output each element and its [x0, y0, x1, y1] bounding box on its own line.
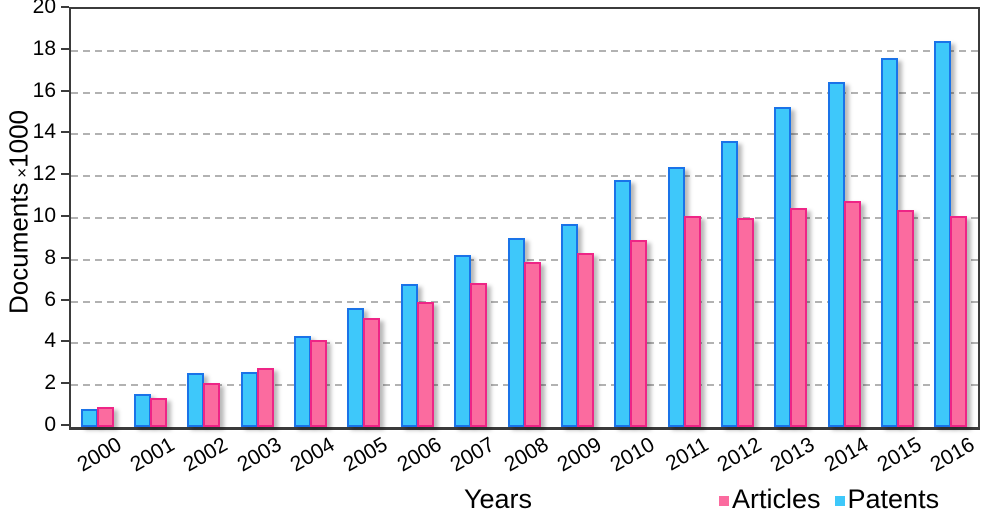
y-tick-14	[61, 131, 69, 134]
bar-articles-2013	[790, 207, 808, 427]
x-tick-label-2012: 2012	[713, 433, 766, 477]
y-tick-label-16: 16	[32, 78, 56, 102]
x-tick-label-2006: 2006	[393, 433, 446, 477]
bar-patents-2007	[454, 254, 472, 427]
x-tick-label-2015: 2015	[873, 433, 926, 477]
y-tick-label-4: 4	[44, 329, 56, 353]
bar-articles-2000	[96, 407, 114, 427]
x-tick-label-2010: 2010	[606, 433, 659, 477]
gridline-10	[71, 217, 978, 219]
gridline-14	[71, 133, 978, 136]
x-tick-label-2003: 2003	[233, 433, 286, 477]
bar-patents-2010	[614, 180, 632, 427]
x-tick-label-2008: 2008	[500, 433, 552, 477]
legend-swatch-articles	[719, 496, 729, 506]
legend-item-articles: Articles	[719, 484, 821, 515]
x-tick-label-2002: 2002	[179, 433, 232, 477]
bar-articles-2016	[950, 215, 968, 427]
bar-patents-2004	[294, 336, 312, 427]
y-tick-8	[61, 256, 69, 259]
bar-patents-2009	[560, 224, 578, 427]
bar-articles-2002	[203, 383, 221, 427]
bar-patents-2006	[400, 283, 418, 427]
x-tick-label-2000: 2000	[73, 433, 126, 477]
gridline-12	[71, 175, 978, 178]
gridline-8	[71, 258, 978, 261]
bar-articles-2012	[736, 218, 754, 427]
bar-patents-2008	[507, 237, 525, 427]
y-tick-label-10: 10	[32, 204, 56, 227]
bar-patents-2015	[880, 58, 898, 427]
y-tick-16	[61, 89, 69, 92]
legend-item-patents: Patents	[834, 483, 940, 515]
y-tick-label-2: 2	[44, 371, 56, 395]
x-tick-label-2009: 2009	[553, 433, 606, 477]
x-tick-label-2013: 2013	[766, 433, 819, 477]
bar-articles-2004	[310, 340, 328, 427]
bar-articles-2009	[576, 252, 594, 427]
x-tick-label-2011: 2011	[661, 433, 713, 476]
y-tick-label-6: 6	[44, 287, 56, 311]
x-axis-title: Years	[463, 484, 533, 514]
gridline-18	[71, 49, 978, 52]
legend-label-patents: Patents	[847, 483, 940, 514]
x-tick-label-2016: 2016	[926, 433, 979, 477]
y-tick-label-20: 20	[32, 0, 56, 18]
y-tick-label-0: 0	[44, 413, 56, 436]
bar-patents-2003	[240, 371, 258, 427]
bar-patents-2001	[134, 393, 152, 427]
bar-articles-2005	[363, 318, 381, 427]
x-tick-label-2005: 2005	[339, 433, 392, 477]
bar-articles-2008	[523, 261, 541, 427]
legend: Articles Patents	[719, 484, 939, 514]
bar-patents-2016	[934, 41, 952, 427]
legend-swatch-patents	[834, 496, 845, 506]
y-tick-label-8: 8	[44, 245, 56, 269]
y-tick-20	[61, 6, 69, 8]
x-tick-label-2014: 2014	[820, 433, 873, 477]
x-tick-label-2007: 2007	[446, 433, 499, 477]
bar-patents-2000	[80, 409, 98, 427]
plot-area	[69, 7, 980, 430]
bar-patents-2012	[720, 140, 738, 427]
bar-articles-2015	[896, 209, 914, 427]
gridline-16	[71, 91, 978, 94]
bar-articles-2006	[416, 301, 434, 427]
bar-patents-2002	[187, 372, 205, 427]
bar-articles-2007	[470, 282, 488, 427]
y-tick-18	[61, 47, 69, 50]
bar-patents-2014	[827, 82, 845, 427]
y-tick-10	[61, 215, 69, 217]
y-tick-6	[61, 298, 69, 301]
y-tick-label-14: 14	[32, 120, 56, 144]
bar-articles-2001	[150, 397, 168, 427]
y-tick-2	[61, 382, 69, 385]
bar-patents-2011	[667, 166, 685, 427]
bar-articles-2003	[256, 368, 274, 427]
x-tick-label-2004: 2004	[286, 433, 339, 477]
y-tick-12	[61, 173, 69, 176]
bar-articles-2010	[630, 239, 648, 427]
y-tick-label-18: 18	[32, 36, 56, 60]
y-tick-label-12: 12	[32, 162, 56, 186]
y-tick-4	[61, 340, 69, 343]
x-tick-label-2001: 2001	[126, 433, 179, 477]
y-tick-0	[61, 424, 69, 426]
legend-label-articles: Articles	[732, 483, 821, 514]
bar-articles-2011	[683, 215, 701, 427]
bar-patents-2005	[347, 307, 365, 427]
bar-articles-2014	[843, 201, 861, 427]
bar-patents-2013	[774, 107, 792, 427]
